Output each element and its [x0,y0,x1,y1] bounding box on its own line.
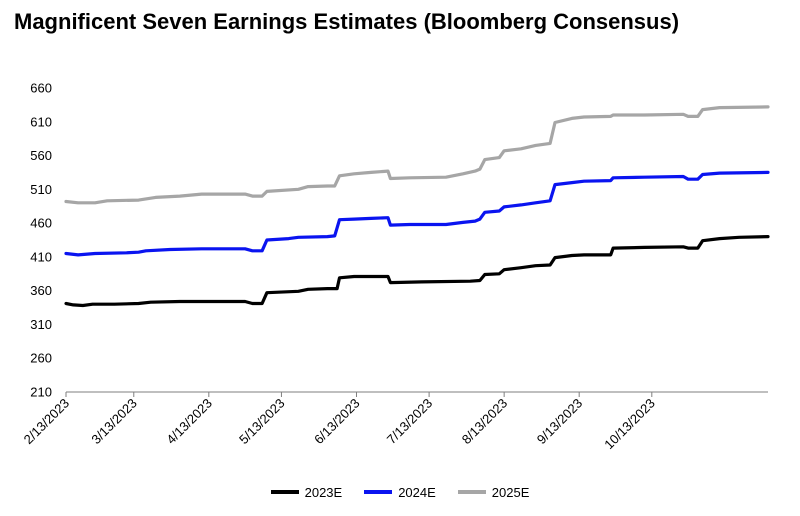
series-line-2025E [64,105,770,205]
legend-label: 2023E [304,484,343,500]
series-line-2023E [64,235,770,308]
x-axis: 2/13/2023 3/13/2023 4/13/2023 5/13/2023 6/13… [21,391,768,453]
x-tick-label: 2/13/2023 [21,396,73,448]
legend: 2023E 2024E 2025E [0,482,800,502]
y-axis-ticks: 210 260 310 360 410 460 510 560 610 660 [30,81,52,400]
y-tick-label: 660 [30,81,52,96]
x-tick-label: 3/13/2023 [88,396,140,448]
legend-label: 2024E [398,484,436,500]
x-tick-label: 5/13/2023 [236,396,288,448]
y-tick-label: 410 [30,249,52,264]
y-tick-label: 260 [30,351,52,366]
y-tick-label: 510 [30,182,52,197]
y-tick-label: 460 [30,216,52,231]
legend-label: 2025E [491,484,530,500]
y-tick-label: 210 [30,385,52,400]
legend-swatch [364,490,393,494]
x-tick-label: 7/13/2023 [384,396,436,448]
series-line-2024E [64,170,770,257]
x-tick-label: 4/13/2023 [163,396,215,448]
chart-title: Magnificent Seven Earnings Estimates (Bl… [14,9,680,34]
legend-item-2024E: 2024E [364,485,436,500]
y-tick-label: 360 [30,283,52,298]
y-tick-label: 560 [30,148,52,163]
x-tick-label: 8/13/2023 [459,396,511,448]
y-tick-label: 310 [30,317,52,332]
legend-item-2023E: 2023E [270,484,343,500]
legend-swatch [457,490,486,494]
series-lines [64,105,770,308]
x-tick-label: 10/13/2023 [601,396,658,453]
x-tick-label: 9/13/2023 [534,396,586,448]
legend-swatch [270,490,299,494]
legend-item-2025E: 2025E [457,484,530,500]
x-tick-label: 6/13/2023 [311,396,363,448]
y-tick-label: 610 [30,114,52,129]
